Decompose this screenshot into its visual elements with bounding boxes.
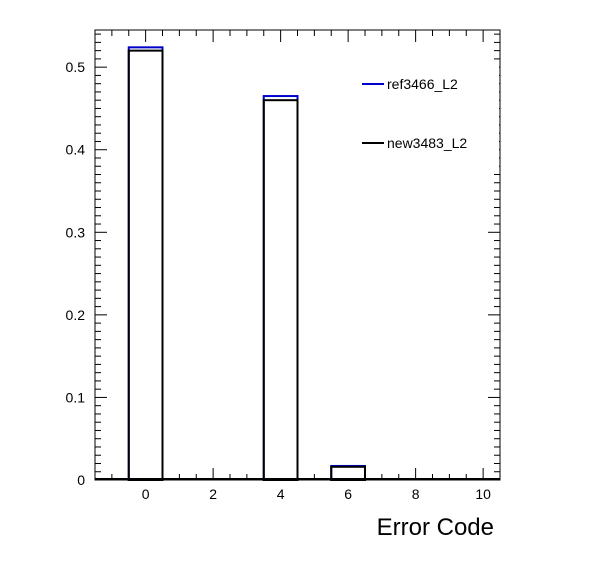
x-tick-label: 0: [142, 486, 150, 502]
legend-box: [357, 62, 499, 172]
series-new3483_L2: [127, 49, 366, 482]
x-tick-label: 6: [344, 486, 352, 502]
x-tick-label: 2: [209, 486, 217, 502]
bar-ref3466_L2-bin-0: [127, 46, 164, 482]
y-tick-label: 0.4: [66, 142, 86, 158]
bar-ref3466_L2-bin-6: [330, 464, 366, 482]
x-tick-label: 4: [277, 486, 285, 502]
series-ref3466_L2: [127, 46, 366, 482]
legend: ref3466_L2 new3483_L2: [357, 62, 499, 172]
x-axis-title: Error Code: [377, 514, 494, 541]
legend-label-new3483: new3483_L2: [387, 135, 467, 151]
y-tick-label: 0.2: [66, 307, 86, 323]
y-tick-labels: 0 0.1 0.2 0.3 0.4 0.5: [66, 59, 86, 488]
y-tick-label: 0.1: [66, 389, 86, 405]
x-tick-label: 10: [475, 486, 491, 502]
legend-label-ref3466: ref3466_L2: [387, 76, 458, 92]
x-tick-label: 8: [412, 486, 420, 502]
y-tick-label: 0.3: [66, 224, 86, 240]
x-tick-labels: 0 2 4 6 8 10: [142, 486, 491, 502]
histogram-series: [95, 46, 500, 482]
y-tick-label: 0.5: [66, 59, 86, 75]
bar-ref3466_L2-bin-4: [262, 95, 299, 481]
y-tick-label: 0: [77, 472, 85, 488]
